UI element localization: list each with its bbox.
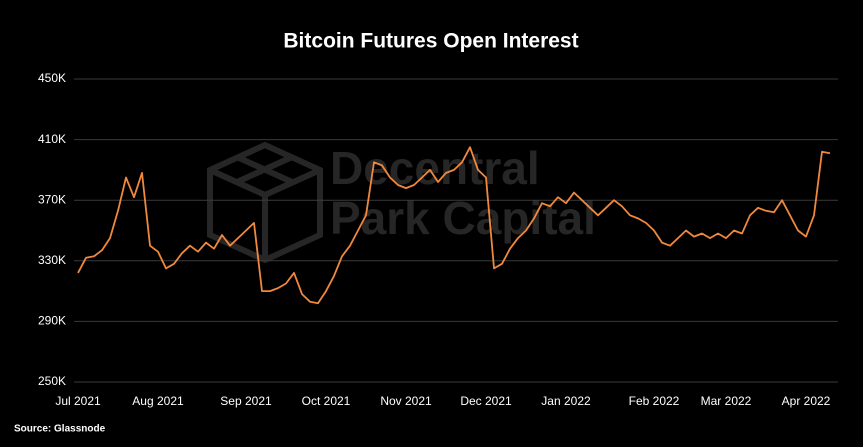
- y-tick-label: 290K: [38, 314, 66, 328]
- x-tick-label: Jan 2022: [541, 394, 591, 408]
- data-line: [77, 146, 831, 305]
- x-tick-label: Mar 2022: [701, 394, 752, 408]
- y-tick-label: 330K: [38, 253, 66, 267]
- watermark-logo: [207, 141, 323, 264]
- chart-title: Bitcoin Futures Open Interest: [283, 30, 578, 53]
- y-tick-label: 410K: [38, 132, 66, 146]
- y-tick-label: 450K: [38, 71, 66, 85]
- x-tick-label: Nov 2021: [380, 394, 432, 408]
- x-tick-label: Apr 2022: [782, 394, 831, 408]
- source: Source: Glassnode: [14, 424, 106, 435]
- watermark: Park Capital: [330, 192, 596, 244]
- x-tick-label: Sep 2021: [220, 394, 272, 408]
- watermark: Decentral: [330, 142, 540, 194]
- x-tick-label: Feb 2022: [629, 394, 680, 408]
- y-tick-label: 370K: [38, 192, 66, 206]
- x-tick-label: Oct 2021: [302, 394, 351, 408]
- x-tick-label: Jul 2021: [55, 394, 101, 408]
- x-tick-label: Aug 2021: [132, 394, 184, 408]
- y-tick-label: 250K: [38, 374, 66, 388]
- x-tick-label: Dec 2021: [460, 394, 512, 408]
